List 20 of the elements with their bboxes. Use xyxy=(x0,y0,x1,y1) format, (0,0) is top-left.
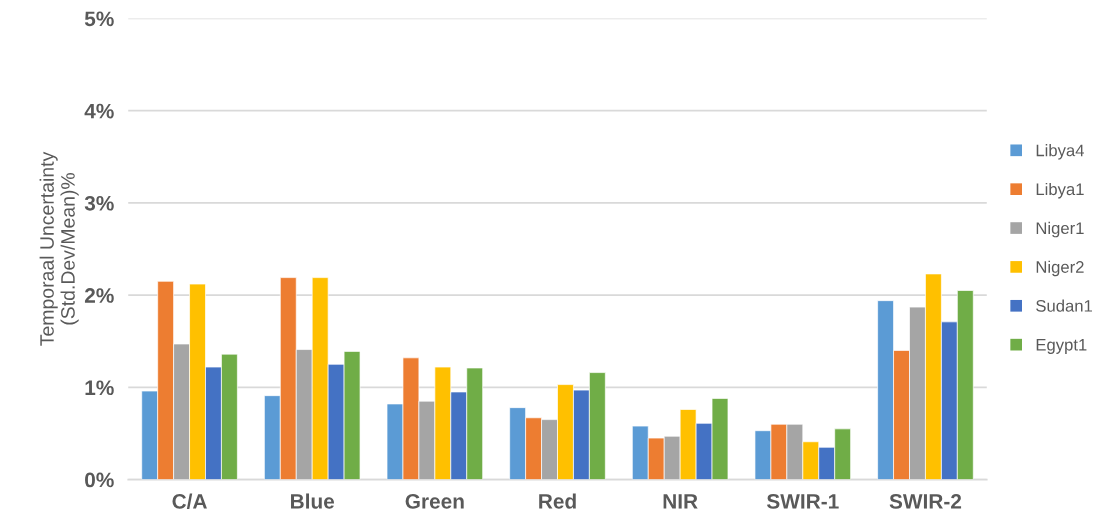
legend-label: Egypt1 xyxy=(1036,339,1087,354)
legend-label: Libya1 xyxy=(1036,182,1084,199)
x-tick-label: Red xyxy=(539,493,576,509)
y-tick-label: 1% xyxy=(85,380,114,396)
y-tick-label: 4% xyxy=(84,103,114,119)
y-tick-label: 3% xyxy=(84,195,114,211)
x-tick-label: SWIR-2 xyxy=(889,494,962,509)
legend-label: Niger1 xyxy=(1036,221,1084,238)
x-tick-label: Blue xyxy=(291,493,335,509)
legend-label: Sudan1 xyxy=(1036,299,1093,312)
y-axis-title: Temporaal Uncertainty (Std.Dev/Mean)% xyxy=(39,151,79,346)
y-tick-label: 5% xyxy=(84,11,114,27)
y-tick-label: 0% xyxy=(85,472,114,488)
x-tick-label: SWIR-1 xyxy=(766,494,839,509)
x-tick-label: Green xyxy=(405,494,464,509)
legend-label: Libya4 xyxy=(1036,144,1084,160)
x-tick-label: NIR xyxy=(663,494,698,509)
x-tick-label: C/A xyxy=(172,493,207,509)
legend-label: Niger2 xyxy=(1036,260,1084,277)
y-tick-label: 2% xyxy=(84,288,114,303)
